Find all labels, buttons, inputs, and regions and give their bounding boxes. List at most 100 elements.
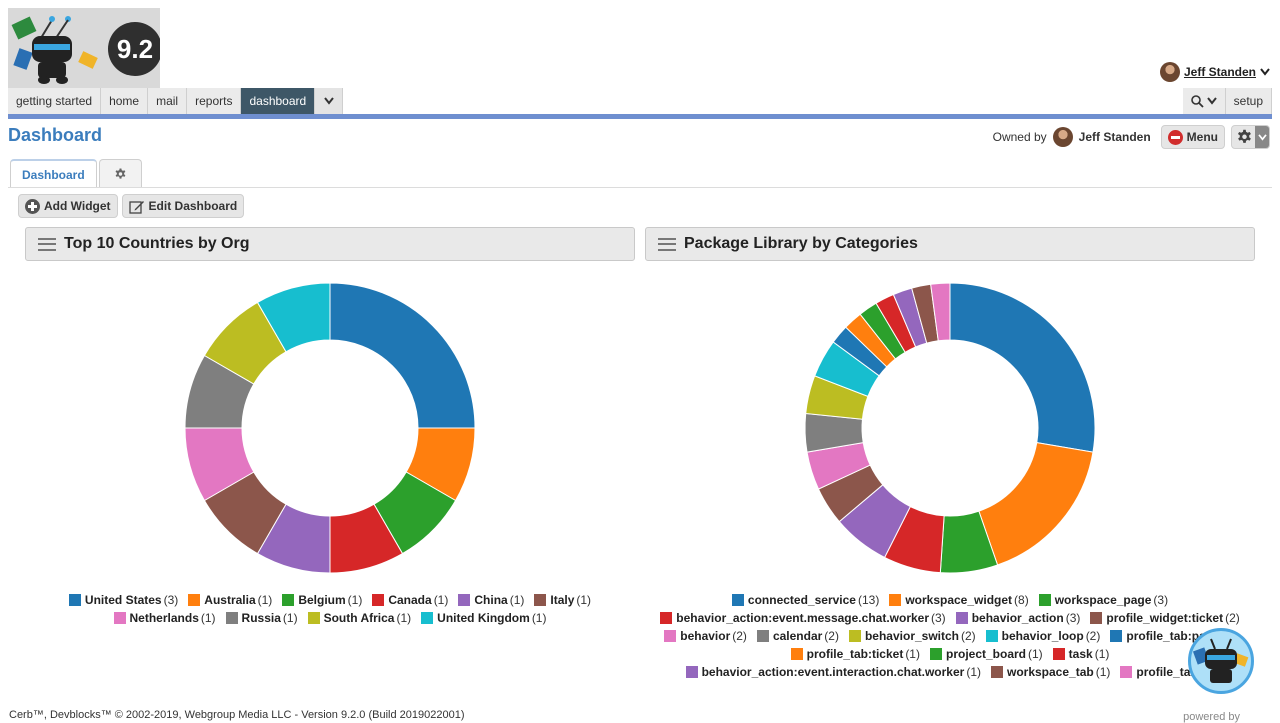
legend-count: (1) xyxy=(1094,647,1110,661)
legend-swatch xyxy=(1038,594,1051,606)
legend-item-italy[interactable]: Italy (1) xyxy=(534,591,591,609)
legend-item-canada[interactable]: Canada (1) xyxy=(372,591,448,609)
legend-item-behavior-switch[interactable]: behavior_switch (2) xyxy=(848,627,976,645)
legend-swatch xyxy=(1052,648,1065,660)
legend-item-behavior-loop[interactable]: behavior_loop (2) xyxy=(985,627,1101,645)
legend-count: (8) xyxy=(1014,593,1029,607)
nav-more-button[interactable] xyxy=(315,88,344,114)
page-settings-button[interactable] xyxy=(1231,125,1270,149)
legend-swatch xyxy=(985,630,998,642)
legend-item-connected-service[interactable]: connected_service (13) xyxy=(731,591,880,609)
legend-label: behavior xyxy=(680,629,731,643)
legend-label: profile_tab xyxy=(1136,665,1198,679)
page-title: Dashboard xyxy=(8,125,103,145)
legend-swatch xyxy=(664,630,677,642)
legend-label: Australia xyxy=(204,593,256,607)
legend-item-calendar[interactable]: calendar (2) xyxy=(756,627,839,645)
legend-label: behavior_action xyxy=(971,611,1064,625)
legend-label: behavior_switch xyxy=(864,629,959,643)
legend-count: (3) xyxy=(1153,593,1169,607)
donut-slice-workspace-widget[interactable] xyxy=(978,442,1094,566)
legend-item-china[interactable]: China (1) xyxy=(458,591,524,609)
nav-tab-home[interactable]: home xyxy=(101,88,149,114)
tab-settings[interactable] xyxy=(98,159,142,188)
legend-label: workspace_page xyxy=(1054,593,1152,607)
legend-item-profile-tab-ticket[interactable]: profile_tab:ticket (1) xyxy=(790,645,920,663)
legend-item-belgium[interactable]: Belgium (1) xyxy=(282,591,362,609)
donut-slice-united-states[interactable] xyxy=(329,282,476,429)
legend-count: (1) xyxy=(905,647,920,661)
legend-count: (13) xyxy=(857,593,880,607)
legend-item-netherlands[interactable]: Netherlands (1) xyxy=(113,609,216,627)
legend-label: Canada xyxy=(388,593,432,607)
dashboard-toolbar: Add Widget Edit Dashboard xyxy=(18,194,245,218)
legend-item-behavior-action-event-message-chat-worker[interactable]: behavior_action:event.message.chat.worke… xyxy=(660,609,946,627)
chat-bot-button[interactable] xyxy=(1188,628,1254,694)
gear-icon xyxy=(115,168,126,179)
packages-legend: connected_service (13) workspace_widget (8)… xyxy=(640,591,1260,681)
nav-tab-getting-started[interactable]: getting started xyxy=(8,88,102,114)
nav-tab-setup[interactable]: setup xyxy=(1225,88,1272,114)
legend-label: Russia xyxy=(241,611,281,625)
widget-header-countries[interactable]: Top 10 Countries by Org xyxy=(25,227,635,261)
drag-handle-icon[interactable] xyxy=(38,237,56,251)
cerb-logo[interactable]: 9.2 xyxy=(8,8,160,88)
version-badge: 9.2 xyxy=(116,34,154,64)
legend-item-south-africa[interactable]: South Africa (1) xyxy=(307,609,411,627)
legend-item-behavior-action[interactable]: behavior_action (3) xyxy=(955,609,1080,627)
add-widget-label: Add Widget xyxy=(44,199,111,213)
legend-swatch xyxy=(660,612,673,624)
chevron-down-icon xyxy=(1206,97,1217,105)
legend-swatch xyxy=(1090,612,1103,624)
nav-tab-dashboard[interactable]: dashboard xyxy=(241,88,316,114)
minus-circle-icon xyxy=(1167,129,1183,145)
legend-count: (2) xyxy=(1225,611,1240,625)
legend-item-behavior[interactable]: behavior (2) xyxy=(664,627,747,645)
packages-donut-chart xyxy=(804,282,1096,574)
user-name[interactable]: Jeff Standen xyxy=(1183,65,1256,79)
legend-label: China xyxy=(474,593,508,607)
menu-button[interactable]: Menu xyxy=(1160,125,1225,149)
legend-swatch xyxy=(1110,630,1123,642)
legend-item-united-kingdom[interactable]: United Kingdom (1) xyxy=(421,609,546,627)
legend-item-behavior-action-event-interaction-chat-worker[interactable]: behavior_action:event.interaction.chat.w… xyxy=(685,663,981,681)
nav-tab-reports[interactable]: reports xyxy=(187,88,242,114)
legend-item-australia[interactable]: Australia (1) xyxy=(188,591,272,609)
widget-title: Top 10 Countries by Org xyxy=(64,235,250,252)
widget-header-packages[interactable]: Package Library by Categories xyxy=(645,227,1255,261)
add-widget-button[interactable]: Add Widget xyxy=(18,194,118,218)
footer-copyright: Cerb™, Devblocks™ © 2002-2019, Webgroup … xyxy=(9,709,465,721)
nav-right: setup xyxy=(1182,88,1272,114)
legend-item-workspace-widget[interactable]: workspace_widget (8) xyxy=(889,591,1029,609)
legend-item-workspace-page[interactable]: workspace_page (3) xyxy=(1038,591,1169,609)
donut-slice-united-kingdom[interactable] xyxy=(256,282,331,353)
powered-by-label: powered by xyxy=(1183,711,1240,723)
legend-count: (2) xyxy=(1085,629,1101,643)
menu-button-label: Menu xyxy=(1186,130,1218,144)
edit-dashboard-button[interactable]: Edit Dashboard xyxy=(121,194,245,218)
page-tabs: Dashboard xyxy=(10,159,142,188)
chevron-down-icon[interactable] xyxy=(1260,68,1270,76)
legend-item-united-states[interactable]: United States (3) xyxy=(68,591,178,609)
legend-item-workspace-tab[interactable]: workspace_tab (1) xyxy=(991,663,1110,681)
legend-swatch xyxy=(421,612,434,624)
legend-item-task[interactable]: task (1) xyxy=(1052,645,1110,663)
donut-slice-connected-service[interactable] xyxy=(949,282,1096,453)
drag-handle-icon[interactable] xyxy=(658,237,676,251)
donut-slice-profile-tab[interactable] xyxy=(930,282,951,342)
legend-label: workspace_tab xyxy=(1007,665,1094,679)
legend-item-profile-widget-ticket[interactable]: profile_widget:ticket (2) xyxy=(1090,609,1240,627)
legend-item-russia[interactable]: Russia (1) xyxy=(225,609,298,627)
legend-label: behavior_loop xyxy=(1001,629,1084,643)
legend-item-project-board[interactable]: project_board (1) xyxy=(929,645,1043,663)
legend-swatch xyxy=(1120,666,1133,678)
nav-tab-mail[interactable]: mail xyxy=(148,88,188,114)
countries-donut-chart xyxy=(184,282,476,574)
search-menu-button[interactable] xyxy=(1182,88,1226,114)
owner-name[interactable]: Jeff Standen xyxy=(1078,130,1151,144)
legend-swatch xyxy=(685,666,698,678)
legend-label: calendar xyxy=(772,629,823,643)
user-menu[interactable]: Jeff Standen xyxy=(1159,62,1270,82)
tab-dashboard[interactable]: Dashboard xyxy=(10,159,97,188)
legend-swatch xyxy=(955,612,968,624)
